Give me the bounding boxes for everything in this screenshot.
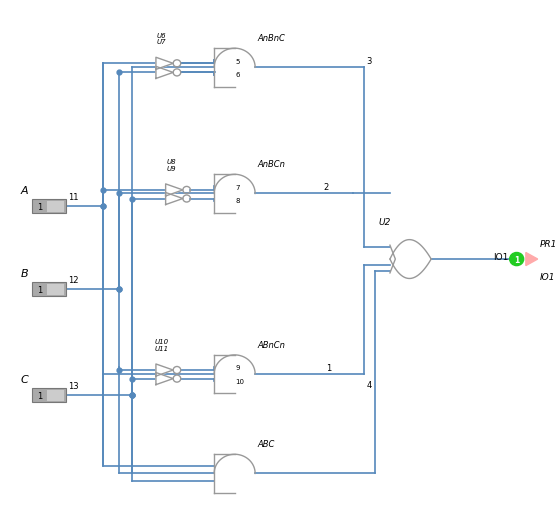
Text: IO1: IO1 bbox=[493, 252, 508, 262]
Polygon shape bbox=[156, 67, 173, 79]
Bar bbox=[48, 284, 64, 295]
Polygon shape bbox=[526, 253, 538, 266]
Text: 9: 9 bbox=[236, 364, 240, 371]
Polygon shape bbox=[166, 185, 183, 196]
Text: 4: 4 bbox=[367, 380, 372, 389]
Bar bbox=[32, 282, 66, 297]
Polygon shape bbox=[156, 58, 173, 70]
Text: U8
U9: U8 U9 bbox=[167, 159, 176, 172]
Text: ABC: ABC bbox=[258, 439, 275, 448]
Bar bbox=[32, 388, 66, 403]
Text: 1: 1 bbox=[326, 363, 332, 372]
Text: AnBnC: AnBnC bbox=[258, 34, 286, 43]
Text: 10: 10 bbox=[236, 378, 245, 384]
Circle shape bbox=[510, 253, 524, 266]
Text: B: B bbox=[21, 269, 28, 278]
Text: 1: 1 bbox=[514, 255, 519, 264]
Polygon shape bbox=[156, 364, 173, 376]
Text: 1: 1 bbox=[37, 391, 43, 400]
Text: 5: 5 bbox=[236, 59, 240, 65]
Text: 3: 3 bbox=[367, 57, 372, 66]
Text: U6
U7: U6 U7 bbox=[157, 33, 167, 45]
Text: 2: 2 bbox=[324, 183, 329, 192]
Text: ABnCn: ABnCn bbox=[258, 340, 286, 349]
Polygon shape bbox=[166, 193, 183, 205]
Text: 12: 12 bbox=[68, 276, 79, 285]
Text: U2: U2 bbox=[379, 218, 391, 227]
Bar bbox=[48, 390, 64, 401]
Polygon shape bbox=[156, 373, 173, 385]
Text: C: C bbox=[20, 375, 28, 384]
Text: 13: 13 bbox=[68, 381, 79, 390]
Text: 8: 8 bbox=[236, 198, 240, 204]
Bar bbox=[48, 201, 64, 212]
Bar bbox=[32, 200, 66, 214]
Text: 1: 1 bbox=[37, 202, 43, 211]
Text: 7: 7 bbox=[236, 184, 240, 190]
Text: IO1: IO1 bbox=[539, 272, 555, 281]
Text: PR1: PR1 bbox=[539, 239, 557, 248]
Text: AnBCn: AnBCn bbox=[258, 160, 286, 169]
Text: A: A bbox=[21, 186, 28, 195]
Text: 1: 1 bbox=[37, 285, 43, 294]
Text: 6: 6 bbox=[236, 72, 240, 78]
Text: U10
U11: U10 U11 bbox=[155, 338, 169, 351]
Text: 11: 11 bbox=[68, 192, 79, 202]
